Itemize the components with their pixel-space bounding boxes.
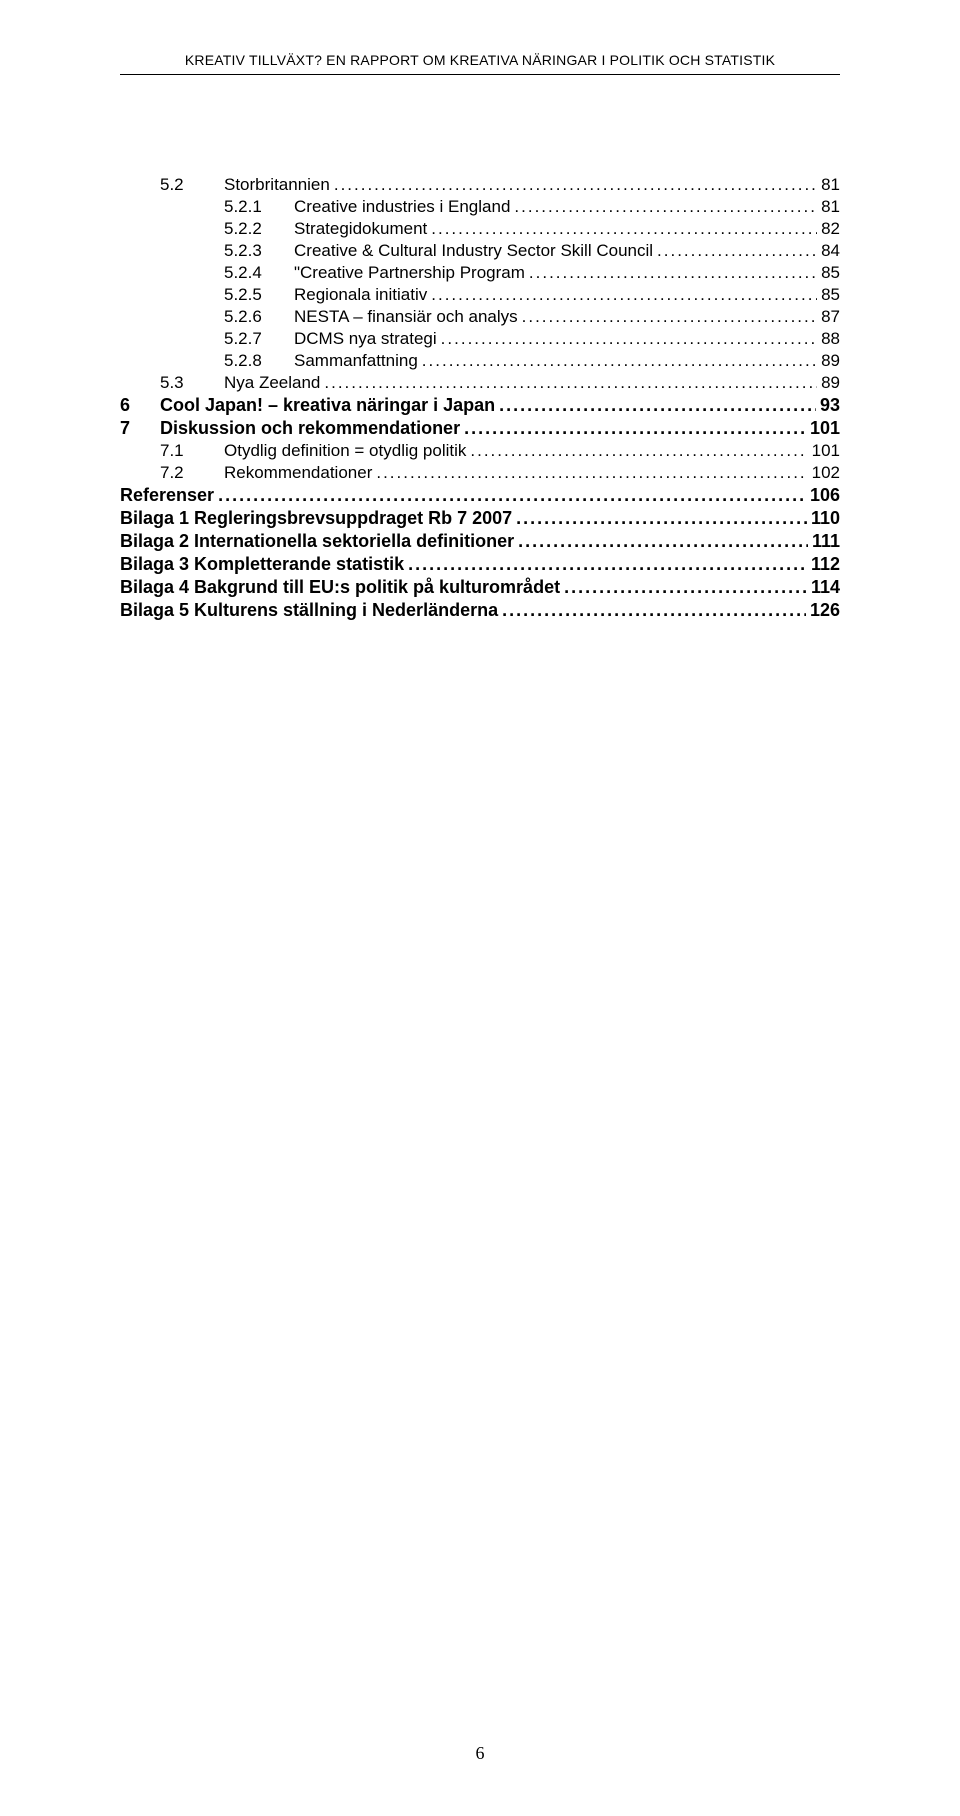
toc-entry-page: 111 [812,531,840,552]
toc-entry-page: 87 [821,307,840,327]
toc-entry-number: 7 [120,418,160,439]
toc-leader-dots [499,395,816,416]
toc-entry-title: Bilaga 4 Bakgrund till EU:s politik på k… [120,577,560,598]
toc-entry-title: Bilaga 2 Internationella sektoriella def… [120,531,514,552]
toc-leader-dots [408,554,807,575]
toc-entry: Bilaga 2 Internationella sektoriella def… [120,531,840,552]
toc-entry-page: 84 [821,241,840,261]
toc-entry: 6Cool Japan! – kreativa näringar i Japan… [120,395,840,416]
toc-entry-title: Bilaga 1 Regleringsbrevsuppdraget Rb 7 2… [120,508,512,529]
toc-entry-title: Nya Zeeland [224,373,320,393]
toc-entry-title: Diskussion och rekommendationer [160,418,460,439]
toc-leader-dots [518,531,808,552]
toc-entry-number: 7.2 [160,463,224,483]
toc-entry-title: Storbritannien [224,175,330,195]
table-of-contents: 5.2Storbritannien815.2.1Creative industr… [120,175,840,621]
toc-entry-title: Otydlig definition = otydlig politik [224,441,466,461]
toc-entry-page: 106 [810,485,840,506]
toc-entry-number: 5.2.5 [224,285,294,305]
toc-entry-title: Regionala initiativ [294,285,427,305]
toc-entry-page: 93 [820,395,840,416]
toc-entry-title: Rekommendationer [224,463,372,483]
toc-entry: 5.2.4"Creative Partnership Program 85 [120,263,840,283]
toc-entry: Bilaga 1 Regleringsbrevsuppdraget Rb 7 2… [120,508,840,529]
toc-entry-title: Sammanfattning [294,351,418,371]
toc-leader-dots [470,441,807,461]
toc-entry-page: 110 [811,508,840,529]
toc-leader-dots [514,197,817,217]
toc-entry-number: 5.2.1 [224,197,294,217]
toc-entry: 5.2.1Creative industries i England 81 [120,197,840,217]
toc-entry-number: 5.2.6 [224,307,294,327]
toc-entry-title: Cool Japan! – kreativa näringar i Japan [160,395,495,416]
toc-entry: Bilaga 3 Kompletterande statistik 112 [120,554,840,575]
toc-leader-dots [522,307,817,327]
toc-entry-page: 126 [810,600,840,621]
toc-leader-dots [334,175,817,195]
toc-leader-dots [218,485,806,506]
toc-leader-dots [502,600,806,621]
toc-entry: 7.2Rekommendationer 102 [120,463,840,483]
document-page: KREATIV TILLVÄXT? EN RAPPORT OM KREATIVA… [0,0,960,1816]
toc-leader-dots [422,351,817,371]
toc-entry-page: 89 [821,373,840,393]
toc-entry-page: 102 [812,463,840,483]
header-divider [120,74,840,75]
toc-entry-page: 101 [810,418,840,439]
toc-leader-dots [657,241,817,261]
toc-entry: 5.3Nya Zeeland 89 [120,373,840,393]
toc-entry-number: 5.2.8 [224,351,294,371]
toc-entry-page: 101 [812,441,840,461]
toc-leader-dots [529,263,817,283]
toc-entry: Bilaga 5 Kulturens ställning i Nederländ… [120,600,840,621]
toc-leader-dots [464,418,806,439]
toc-leader-dots [431,219,817,239]
toc-entry-page: 114 [811,577,840,598]
toc-entry-page: 89 [821,351,840,371]
toc-entry: 7Diskussion och rekommendationer 101 [120,418,840,439]
toc-leader-dots [441,329,817,349]
toc-entry: 5.2Storbritannien 81 [120,175,840,195]
toc-entry: 5.2.5Regionala initiativ 85 [120,285,840,305]
toc-entry-page: 85 [821,285,840,305]
toc-entry-page: 81 [821,197,840,217]
toc-entry: 5.2.8Sammanfattning 89 [120,351,840,371]
toc-entry: Referenser 106 [120,485,840,506]
toc-entry-title: "Creative Partnership Program [294,263,525,283]
toc-entry-title: Bilaga 5 Kulturens ställning i Nederländ… [120,600,498,621]
page-number: 6 [0,1743,960,1764]
toc-entry: 5.2.6NESTA – finansiär och analys 87 [120,307,840,327]
running-header: KREATIV TILLVÄXT? EN RAPPORT OM KREATIVA… [120,52,840,68]
toc-leader-dots [324,373,817,393]
toc-entry-number: 6 [120,395,160,416]
toc-leader-dots [431,285,817,305]
toc-leader-dots [516,508,807,529]
toc-entry-page: 82 [821,219,840,239]
toc-entry-number: 5.2.3 [224,241,294,261]
toc-entry: Bilaga 4 Bakgrund till EU:s politik på k… [120,577,840,598]
toc-leader-dots [564,577,807,598]
toc-entry-number: 5.2.7 [224,329,294,349]
toc-entry-number: 5.2.2 [224,219,294,239]
toc-entry: 5.2.2Strategidokument 82 [120,219,840,239]
toc-entry-page: 88 [821,329,840,349]
toc-entry-title: Referenser [120,485,214,506]
toc-entry-title: DCMS nya strategi [294,329,437,349]
toc-entry: 5.2.3Creative & Cultural Industry Sector… [120,241,840,261]
toc-entry: 5.2.7DCMS nya strategi 88 [120,329,840,349]
toc-entry-number: 5.2 [160,175,224,195]
toc-entry-page: 112 [811,554,840,575]
toc-entry-title: Bilaga 3 Kompletterande statistik [120,554,404,575]
toc-entry-title: Creative & Cultural Industry Sector Skil… [294,241,653,261]
toc-entry-number: 7.1 [160,441,224,461]
toc-entry-title: Strategidokument [294,219,427,239]
toc-entry-page: 85 [821,263,840,283]
toc-entry-title: Creative industries i England [294,197,510,217]
toc-entry-number: 5.3 [160,373,224,393]
toc-entry-number: 5.2.4 [224,263,294,283]
toc-leader-dots [376,463,807,483]
toc-entry: 7.1Otydlig definition = otydlig politik 1… [120,441,840,461]
toc-entry-page: 81 [821,175,840,195]
toc-entry-title: NESTA – finansiär och analys [294,307,518,327]
